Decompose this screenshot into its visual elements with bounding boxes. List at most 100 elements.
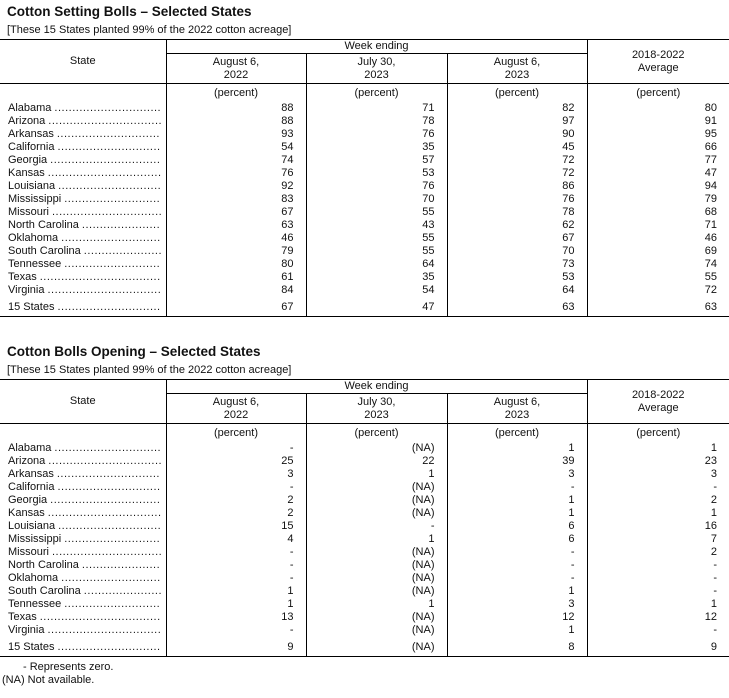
- state-name-cell: Texas: [0, 270, 167, 284]
- state-name-cell: Louisiana: [0, 179, 167, 193]
- table-row: Alabama-(NA)11: [0, 441, 729, 455]
- state-name-cell: Arizona: [0, 454, 167, 468]
- value-cell: (NA): [306, 441, 448, 455]
- state-name: Virginia: [8, 283, 45, 296]
- state-name-cell: Arkansas: [0, 127, 167, 141]
- value-cell: 79: [704, 192, 717, 205]
- value-cell: (NA): [306, 558, 448, 572]
- value-cell: 92: [166, 179, 307, 193]
- value-cell: 63: [166, 218, 307, 232]
- date-column-header: August 6, 2023: [447, 53, 588, 84]
- state-column-header: State: [0, 379, 167, 424]
- value-cell: 82: [447, 101, 588, 115]
- setting-bolls-table-header: State Week ending 2018-2022 Average Augu…: [0, 39, 729, 102]
- value-cell: -: [447, 558, 588, 572]
- table-row: Missouri -(NA)- 2: [0, 545, 729, 559]
- state-name-cell: 15 States: [0, 300, 167, 317]
- state-name: Arizona: [8, 114, 46, 127]
- value-cell: 46: [704, 231, 717, 244]
- state-name: Virginia: [8, 623, 45, 636]
- value-cell: 22: [306, 454, 448, 468]
- value-cell: 35: [306, 140, 448, 154]
- value-cell: 12: [704, 610, 717, 623]
- value-cell: 47: [306, 300, 448, 317]
- value-cell: 64: [306, 257, 448, 271]
- dot-leader: [61, 572, 160, 585]
- state-name: California: [8, 140, 55, 153]
- value-cell: 55: [704, 270, 717, 283]
- value-cell: 53: [306, 166, 448, 180]
- state-name: Arkansas: [8, 467, 54, 480]
- value-cell: 2: [166, 493, 307, 507]
- value-cell: 25: [166, 454, 307, 468]
- value-cell: 1: [710, 506, 717, 519]
- value-cell: (NA): [306, 506, 448, 520]
- unit-cell: (percent): [306, 423, 448, 442]
- table-row: Oklahoma46556746: [0, 231, 729, 245]
- value-cell: 76: [306, 127, 448, 141]
- state-name-cell: Virginia: [0, 623, 167, 637]
- state-name-cell: Alabama: [0, 101, 167, 115]
- value-cell: 78: [447, 205, 588, 219]
- footnote-represents-zero: - Represents zero.: [23, 661, 114, 673]
- state-name: Oklahoma: [8, 231, 59, 244]
- value-cell: 53: [447, 270, 588, 284]
- table-total-row: 15 States67476363: [0, 300, 729, 317]
- value-cell: (NA): [306, 493, 448, 507]
- value-cell: 1: [447, 441, 588, 455]
- value-cell: 2: [710, 545, 717, 558]
- table2-title: Cotton Bolls Opening – Selected States: [7, 344, 261, 359]
- state-name-cell: Georgia: [0, 493, 167, 507]
- dot-leader: [84, 585, 161, 598]
- unit-cell-empty: [0, 423, 167, 442]
- value-cell: 73: [447, 257, 588, 271]
- value-cell: (NA): [306, 610, 448, 624]
- value-cell: 94: [704, 179, 717, 192]
- value-cell: 67: [447, 231, 588, 245]
- value-cell: 7: [710, 532, 717, 545]
- value-cell: 68: [704, 205, 717, 218]
- value-cell: (NA): [306, 545, 448, 559]
- value-cell: 90: [447, 127, 588, 141]
- value-cell: 9: [166, 640, 307, 657]
- state-name: North Carolina: [8, 558, 79, 571]
- setting-bolls-table: State Week ending 2018-2022 Average Augu…: [0, 39, 729, 317]
- state-name-cell: North Carolina: [0, 218, 167, 232]
- dot-leader: [50, 494, 160, 507]
- state-name: Arkansas: [8, 127, 54, 140]
- value-cell: 16: [704, 519, 717, 532]
- value-cell: 39: [447, 454, 588, 468]
- table-row: Kansas2(NA)11: [0, 506, 729, 520]
- value-cell: -: [447, 571, 588, 585]
- state-name: North Carolina: [8, 218, 79, 231]
- table1-title: Cotton Setting Bolls – Selected States: [7, 4, 252, 19]
- state-name-cell: 15 States: [0, 640, 167, 657]
- value-cell: 1: [306, 597, 448, 611]
- spacer-row: [0, 296, 729, 301]
- value-cell: 3: [710, 467, 717, 480]
- unit-cell: (percent): [166, 83, 307, 102]
- state-name: Alabama: [8, 441, 52, 454]
- unit-cell: (percent): [636, 86, 681, 99]
- average-column-header: 2018-2022 Average: [587, 39, 729, 84]
- state-column-header: State: [0, 39, 167, 84]
- dot-leader: [48, 624, 161, 637]
- state-name: Mississippi: [8, 532, 62, 545]
- state-name: 15 States: [8, 301, 55, 313]
- value-cell: 84: [166, 283, 307, 297]
- unit-cell: (percent): [447, 83, 588, 102]
- value-cell: 86: [447, 179, 588, 193]
- value-cell: 8: [447, 640, 588, 657]
- value-cell: 1: [447, 623, 588, 637]
- table2-subtitle: [These 15 States planted 99% of the 2022…: [7, 364, 292, 376]
- unit-cell: (percent): [636, 426, 681, 439]
- value-cell: 63: [447, 300, 588, 317]
- spacer-row: [0, 636, 729, 641]
- value-cell: 70: [447, 244, 588, 258]
- value-cell: -: [166, 571, 307, 585]
- value-cell: 74: [704, 257, 717, 270]
